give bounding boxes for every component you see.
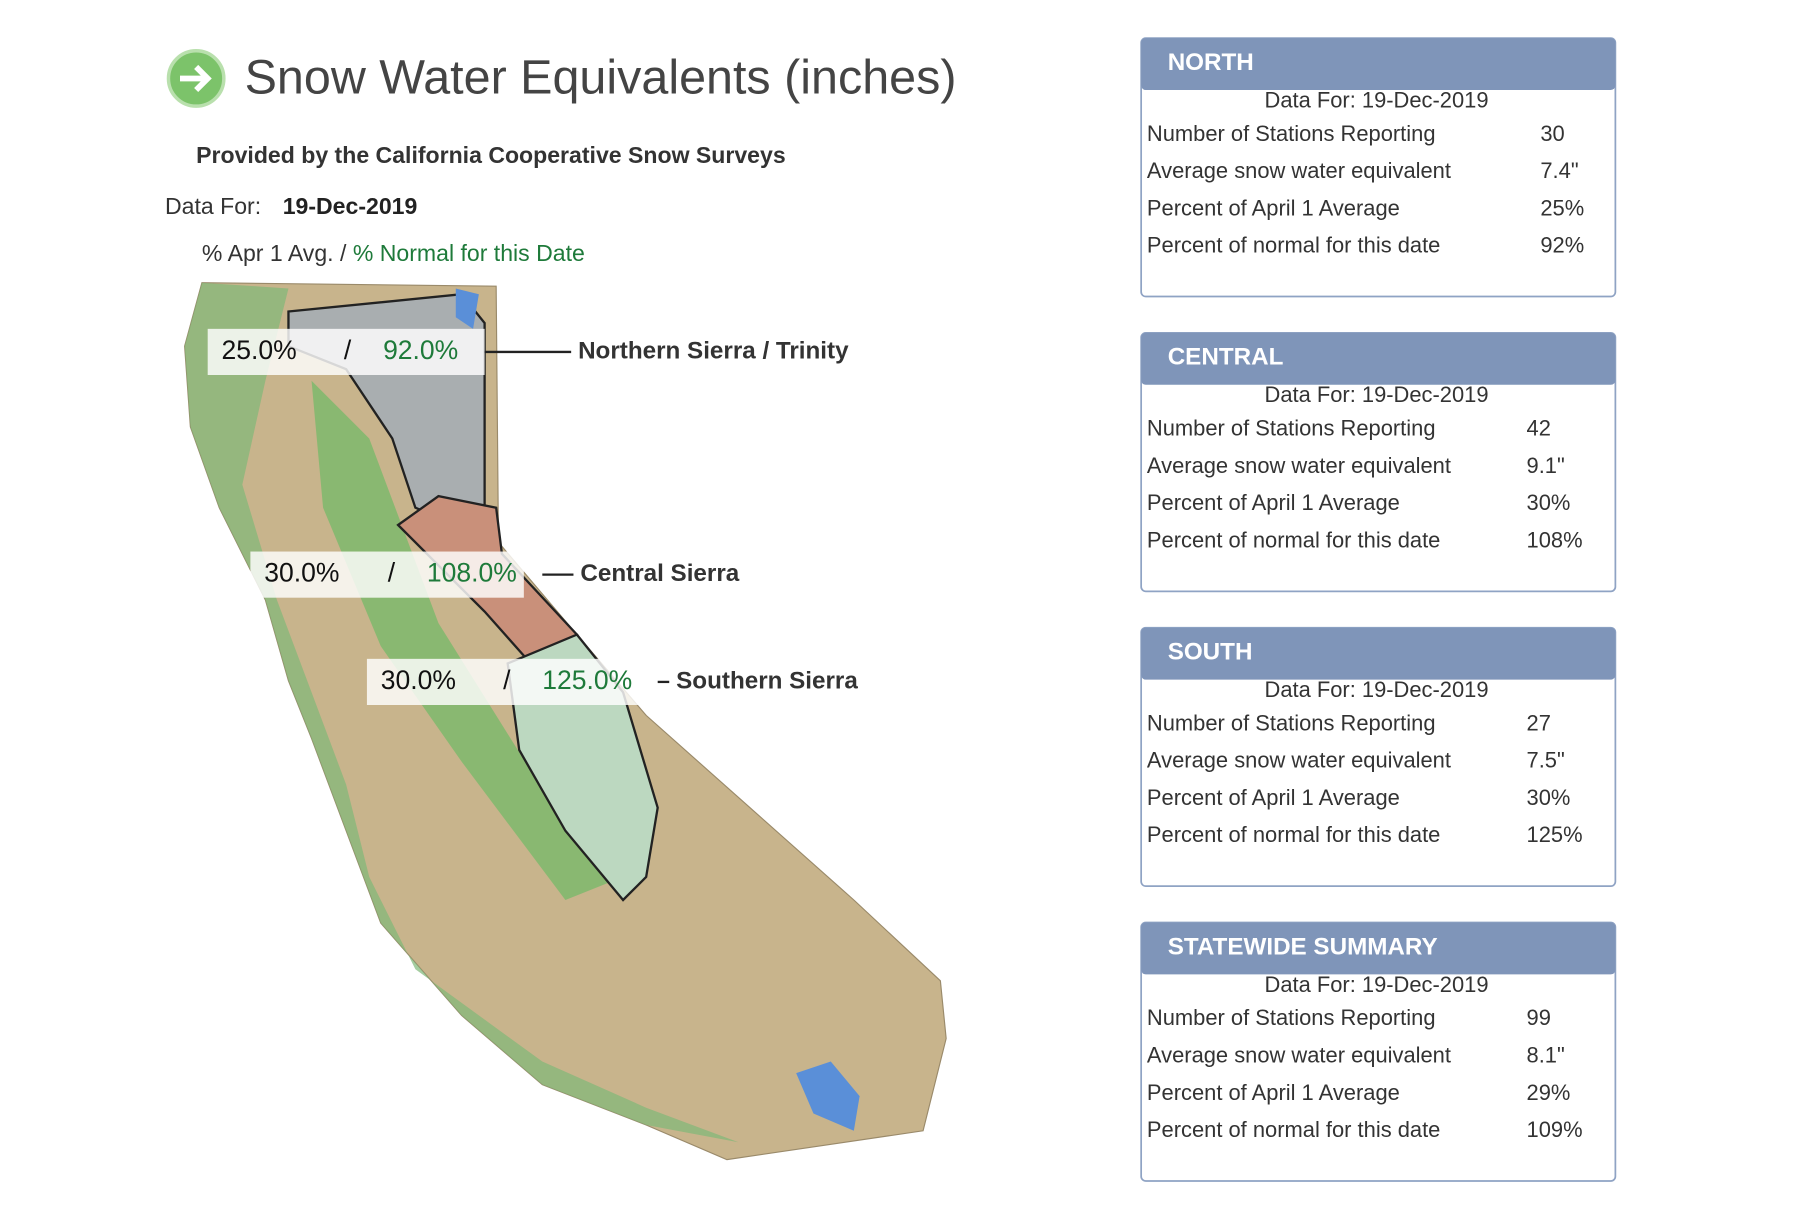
panel-title: SOUTH: [1168, 638, 1253, 665]
row-label: Average snow water equivalent: [1147, 748, 1451, 773]
legend: % Apr 1 Avg. / % Normal for this Date: [202, 240, 585, 266]
region-apr: 25.0%: [222, 335, 297, 365]
region-sep: /: [388, 558, 396, 588]
row-label: Percent of normal for this date: [1147, 527, 1440, 552]
region-normal: 125.0%: [542, 665, 632, 695]
data-for-label: Data For:: [165, 193, 261, 219]
row-value: 30%: [1527, 785, 1571, 810]
row-label: Average snow water equivalent: [1147, 453, 1451, 478]
row-value: 25%: [1540, 195, 1584, 220]
region-normal: 92.0%: [383, 335, 458, 365]
row-value: 109%: [1527, 1117, 1583, 1142]
map: [184, 282, 947, 1161]
row-label: Percent of normal for this date: [1147, 1117, 1440, 1142]
legend-sep: /: [340, 240, 347, 266]
row-value: 29%: [1527, 1080, 1571, 1105]
panel-title: CENTRAL: [1168, 344, 1284, 371]
row-label: Percent of April 1 Average: [1147, 1080, 1400, 1105]
data-for-date: 19-Dec-2019: [283, 193, 418, 219]
row-label: Average snow water equivalent: [1147, 1042, 1451, 1067]
title: Snow Water Equivalents (inches): [245, 51, 957, 105]
row-value: 30: [1540, 121, 1564, 146]
panel-title: NORTH: [1168, 49, 1254, 76]
panel-date: Data For: 19-Dec-2019: [1265, 87, 1489, 112]
region-name: Northern Sierra / Trinity: [578, 337, 849, 364]
row-label: Percent of April 1 Average: [1147, 785, 1400, 810]
row-value: 8.1": [1527, 1042, 1565, 1067]
row-label: Percent of normal for this date: [1147, 822, 1440, 847]
row-value: 9.1": [1527, 453, 1565, 478]
panel-header: [1141, 332, 1616, 385]
row-value: 42: [1527, 416, 1551, 441]
panels: NORTH Data For: 19-Dec-2019 Number of Stat…: [1140, 37, 1617, 1182]
row-value: 7.5": [1527, 748, 1565, 773]
row-value: 125%: [1527, 822, 1583, 847]
region-sep: /: [344, 335, 352, 365]
row-value: 92%: [1540, 233, 1584, 258]
row-value: 7.4": [1540, 158, 1578, 183]
provider: Provided by the California Cooperative S…: [196, 142, 786, 168]
legend-apr: % Apr 1 Avg.: [202, 240, 334, 266]
row-label: Number of Stations Reporting: [1147, 710, 1436, 735]
label-box: [366, 658, 641, 705]
panel-header: [1141, 38, 1616, 90]
panel-header: [1141, 922, 1616, 975]
label-box: [250, 551, 524, 598]
panel-date: Data For: 19-Dec-2019: [1265, 972, 1489, 997]
region-name: Southern Sierra: [676, 667, 858, 694]
row-value: 99: [1527, 1005, 1551, 1030]
row-label: Percent of April 1 Average: [1147, 490, 1400, 515]
region-apr: 30.0%: [381, 665, 456, 695]
panel-date: Data For: 19-Dec-2019: [1265, 677, 1489, 702]
row-label: Average snow water equivalent: [1147, 158, 1451, 183]
row-value: 27: [1527, 710, 1551, 735]
row-label: Number of Stations Reporting: [1147, 121, 1436, 146]
map-labels: 25.0% / 92.0% Northern Sierra / Trinity 30.0…: [207, 328, 858, 705]
row-label: Number of Stations Reporting: [1147, 416, 1436, 441]
row-value: 108%: [1527, 527, 1583, 552]
row-label: Percent of normal for this date: [1147, 233, 1440, 258]
panel-title: STATEWIDE SUMMARY: [1168, 933, 1438, 960]
region-normal: 108.0%: [427, 558, 517, 588]
legend-normal: % Normal for this Date: [353, 240, 585, 266]
title-icon: [166, 49, 226, 108]
region-apr: 30.0%: [264, 558, 339, 588]
panel-header: [1141, 627, 1616, 680]
row-value: 30%: [1527, 490, 1571, 515]
region-name: Central Sierra: [580, 560, 739, 587]
row-label: Number of Stations Reporting: [1147, 1005, 1436, 1030]
panel-date: Data For: 19-Dec-2019: [1265, 382, 1489, 407]
label-box: [207, 328, 485, 375]
row-label: Percent of April 1 Average: [1147, 195, 1400, 220]
region-sep: /: [503, 665, 511, 695]
